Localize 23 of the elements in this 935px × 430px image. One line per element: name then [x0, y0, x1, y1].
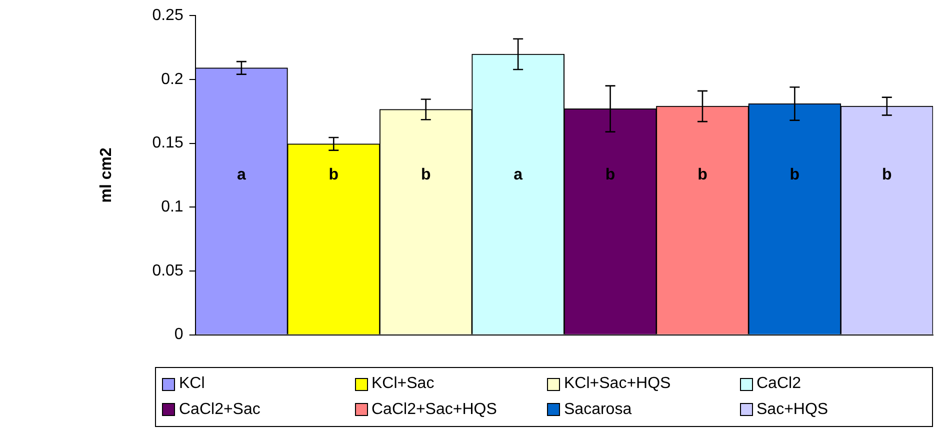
annotation: b [420, 166, 431, 184]
y-tick-label: 0.1 [161, 198, 184, 216]
annotation: b [328, 166, 339, 184]
legend-label: Sac+HQS [756, 400, 828, 419]
annotation: b [605, 166, 616, 184]
annotation: b [790, 166, 800, 184]
legend-label: CaCl2 [756, 375, 801, 394]
annotation: b [882, 166, 892, 184]
annotation: a [514, 166, 523, 184]
y-axis-title: ml cm2 [98, 148, 116, 203]
legend-label: CaCl2+Sac+HQS [372, 400, 497, 419]
annotation: b [698, 166, 708, 184]
y-tick-label: 0.25 [152, 7, 184, 24]
y-tick-label: 0.15 [152, 134, 184, 152]
y-tick-label: 0.2 [161, 70, 184, 88]
legend-label: CaCl2+Sac [179, 400, 260, 419]
legend-label: KCl [179, 375, 205, 394]
y-tick-label: 0 [174, 326, 184, 344]
legend-label: KCl+Sac [372, 375, 434, 394]
legend-label: Sacarosa [564, 400, 632, 419]
y-tick-label: 0.05 [152, 262, 184, 280]
legend-label: KCl+Sac+HQS [564, 375, 671, 394]
annotation: a [236, 166, 246, 184]
